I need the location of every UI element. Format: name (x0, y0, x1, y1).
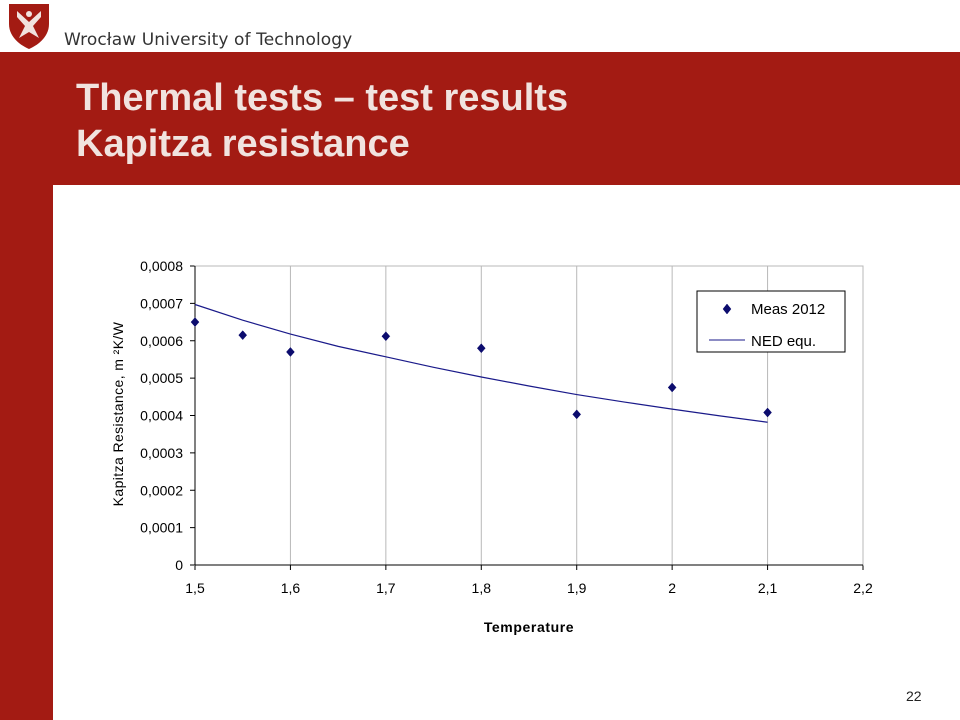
data-point-meas-2012 (190, 317, 200, 327)
y-tick-label: 0,0008 (140, 258, 183, 274)
y-tick-label: 0,0004 (140, 408, 183, 424)
data-point-meas-2012 (381, 331, 391, 342)
y-tick-label: 0,0006 (140, 333, 183, 349)
slide-title-line-1: Thermal tests – test results (76, 77, 569, 119)
x-tick-label: 1,7 (376, 580, 396, 596)
slide-title: Thermal tests – test results Kapitza res… (76, 75, 568, 167)
y-tick-label: 0,0001 (140, 520, 183, 536)
series-layer (190, 303, 772, 423)
y-tick-label: 0,0005 (140, 370, 183, 386)
x-tick-label: 1,8 (472, 580, 492, 596)
y-tick-label: 0,0003 (140, 445, 183, 461)
y-axis-title: Kapitza Resistance, m ²K/W (110, 321, 126, 506)
title-band (53, 52, 960, 185)
legend-label-ned-equ: NED equ. (751, 333, 816, 350)
university-name: Wrocław University of Technology (64, 30, 353, 50)
data-point-meas-2012 (238, 330, 248, 341)
page-number: 22 (906, 688, 922, 704)
data-point-meas-2012 (667, 382, 677, 393)
chart-legend: Meas 2012 NED equ. (696, 290, 846, 353)
x-tick-label: 2 (668, 580, 676, 596)
x-tick-label: 1,9 (567, 580, 587, 596)
legend-marker-meas-2012 (722, 303, 732, 315)
x-tick-label: 1,5 (185, 580, 205, 596)
slide-title-line-2: Kapitza resistance (76, 123, 410, 165)
axis-layer: 1,5 1,6 1,7 1,8 1,9 2 2,1 2,2 0 0,0001 0,0002 0,000… (140, 258, 873, 596)
y-tick-label: 0 (175, 557, 183, 573)
y-tick-label: 0,0007 (140, 295, 183, 311)
data-point-meas-2012 (476, 343, 486, 354)
x-tick-label: 2,2 (853, 580, 873, 596)
legend-box (696, 290, 846, 353)
series-line-ned-equ (194, 303, 768, 423)
y-tick-label: 0,0002 (140, 482, 183, 498)
left-accent-band (0, 52, 53, 720)
x-tick-label: 2,1 (758, 580, 778, 596)
legend-label-meas-2012: Meas 2012 (751, 301, 825, 318)
x-tick-label: 1,6 (281, 580, 301, 596)
university-crest-icon (9, 4, 49, 49)
data-point-meas-2012 (286, 347, 295, 357)
data-point-meas-2012 (763, 407, 772, 418)
x-axis-title: Temperature (484, 619, 574, 635)
data-point-meas-2012 (572, 409, 582, 420)
